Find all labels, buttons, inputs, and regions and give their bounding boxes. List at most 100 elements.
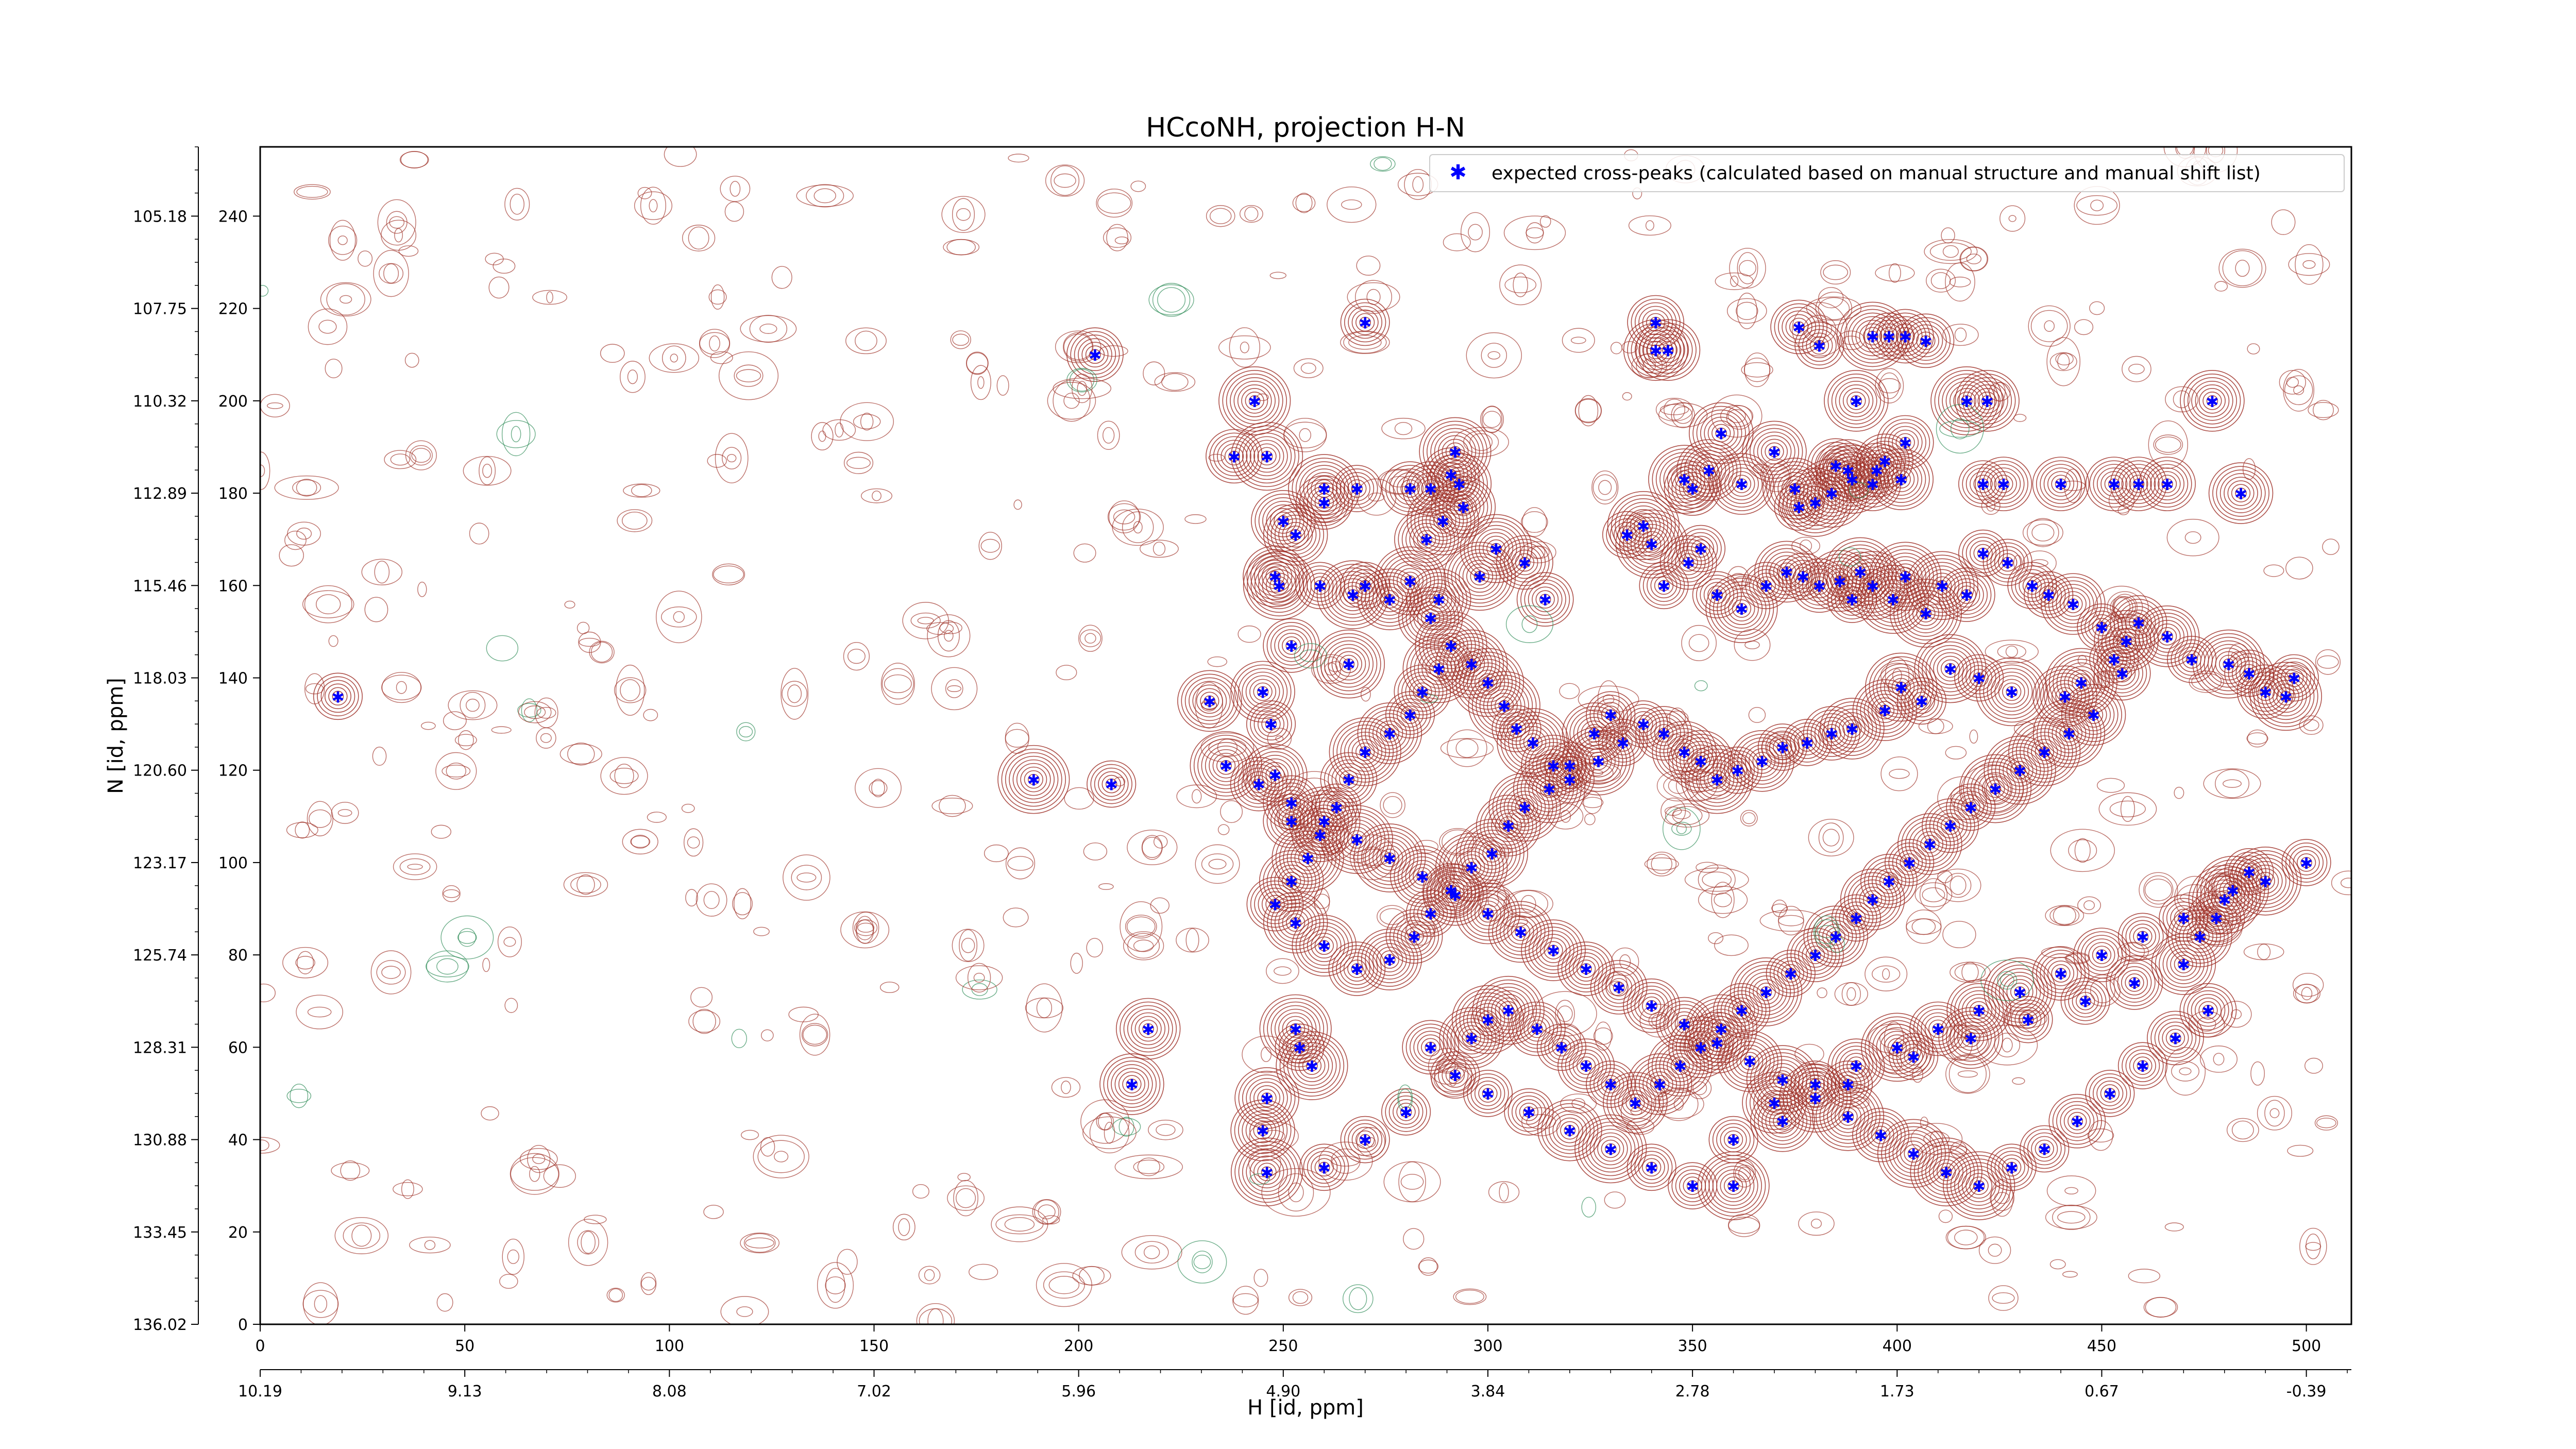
- cross-peak-marker: ✱: [1465, 860, 1478, 878]
- peak-contour: [1463, 996, 1513, 1043]
- peak-contour: [1949, 384, 1984, 417]
- cross-peak-marker: ✱: [1694, 753, 1707, 771]
- peak-contour: [2285, 843, 2328, 883]
- peak-contour: [1361, 831, 1418, 885]
- peak-contour: [1238, 429, 1296, 484]
- noise-contour: [436, 1293, 453, 1312]
- peak-contour: [1532, 930, 1574, 970]
- noise-contour: [1349, 1287, 1367, 1310]
- peak-contour: [2232, 855, 2266, 888]
- cross-peak-marker: ✱: [1829, 458, 1842, 476]
- noise-contour: [1278, 804, 1301, 826]
- peak-contour: [1777, 961, 1804, 986]
- peak-contour: [1488, 901, 1553, 963]
- noise-contour: [1988, 1243, 2002, 1257]
- contour-layer: [260, 147, 2351, 1324]
- noise-contour: [774, 1151, 789, 1162]
- cross-peak-marker: ✱: [2226, 883, 2239, 901]
- peak-contour: [1879, 871, 1899, 890]
- noise-contour: [1587, 769, 1604, 777]
- peak-contour: [1601, 1139, 1620, 1158]
- peak-contour: [2088, 709, 2099, 720]
- cross-peak-marker: ✱: [1977, 476, 1990, 494]
- noise-contour: [943, 239, 980, 256]
- noise-contour: [390, 453, 410, 466]
- peak-contour: [1269, 508, 1297, 534]
- cross-peak-marker: ✱: [2177, 956, 2190, 974]
- cross-peak-marker: ✱: [1408, 929, 1420, 947]
- peak-contour: [1668, 730, 1733, 792]
- y-ppm-tick-label: 118.03: [133, 669, 187, 687]
- noise-contour: [1581, 1197, 1597, 1218]
- cross-peak-marker: ✱: [1841, 1076, 1854, 1094]
- noise-contour: [1922, 887, 1945, 902]
- peak-contour: [1359, 316, 1371, 328]
- peak-contour: [1433, 512, 1453, 530]
- peak-contour: [1753, 979, 1780, 1005]
- noise-contour: [436, 958, 459, 975]
- peak-contour: [1634, 302, 1677, 343]
- peak-contour: [1905, 820, 1955, 868]
- peak-contour: [1807, 710, 1857, 757]
- noise-contour: [1140, 540, 1179, 558]
- peak-contour: [1330, 801, 1343, 813]
- noise-contour: [2121, 942, 2145, 962]
- noise-contour: [1879, 372, 1900, 399]
- peak-contour: [1965, 665, 1993, 691]
- noise-contour: [325, 359, 343, 378]
- peak-contour: [1933, 652, 1968, 685]
- peak-contour: [1285, 639, 1297, 651]
- peak-contour: [1492, 705, 1541, 752]
- peak-contour: [1434, 874, 1477, 915]
- peak-contour: [1496, 780, 1553, 835]
- peak-contour: [1741, 968, 1791, 1016]
- cross-peak-marker: ✱: [1465, 656, 1478, 675]
- cross-peak-marker: ✱: [1784, 966, 1797, 984]
- peak-contour: [1253, 682, 1273, 701]
- cross-peak-marker: ✱: [1657, 726, 1670, 744]
- noise-contour: [1861, 1068, 1871, 1077]
- noise-contour: [393, 853, 437, 880]
- peak-contour: [2293, 850, 2320, 875]
- peak-contour: [1303, 925, 1345, 966]
- noise-contour: [1997, 644, 2026, 660]
- cross-peak-marker: ✱: [1841, 1109, 1854, 1127]
- noise-contour: [1469, 433, 1493, 451]
- peak-contour: [1266, 797, 1316, 845]
- noise-contour: [1951, 1037, 1970, 1048]
- peak-contour: [1842, 388, 1870, 414]
- noise-contour: [370, 950, 412, 995]
- peak-contour: [1410, 1027, 1452, 1068]
- y-ppm-tick-label: 128.31: [133, 1039, 187, 1057]
- noise-contour: [1880, 663, 1914, 688]
- cross-peak-marker: ✱: [1359, 744, 1371, 762]
- peak-contour: [1961, 993, 1996, 1027]
- noise-contour: [372, 747, 387, 766]
- peak-contour: [1445, 442, 1465, 461]
- peak-contour: [1728, 596, 1755, 621]
- peak-contour: [1716, 1169, 1751, 1202]
- noise-contour: [1133, 521, 1143, 534]
- peak-contour: [1569, 952, 1603, 985]
- cross-peak-marker: ✱: [1105, 777, 1118, 795]
- noise-contour: [1242, 1035, 1291, 1073]
- noise-contour: [1698, 886, 1748, 914]
- cross-peak-marker: ✱: [1735, 1003, 1748, 1021]
- noise-contour: [1176, 784, 1217, 808]
- noise-contour: [1482, 411, 1501, 428]
- peak-contour: [1278, 632, 1305, 659]
- cross-peak-marker: ✱: [1314, 578, 1327, 596]
- peak-contour: [1626, 982, 1676, 1030]
- noise-contour: [1127, 830, 1178, 865]
- noise-contour: [690, 987, 713, 1008]
- noise-contour: [2097, 778, 2125, 793]
- noise-contour: [740, 1233, 779, 1254]
- peak-contour: [1943, 1151, 2015, 1220]
- cross-peak-marker: ✱: [1588, 726, 1601, 744]
- peak-contour: [1502, 1004, 1514, 1016]
- cross-peak-marker: ✱: [2108, 652, 2121, 670]
- peak-contour: [1344, 732, 1386, 772]
- noise-contour: [260, 1139, 269, 1151]
- peak-contour: [1359, 1134, 1371, 1145]
- noise-contour: [1748, 707, 1766, 723]
